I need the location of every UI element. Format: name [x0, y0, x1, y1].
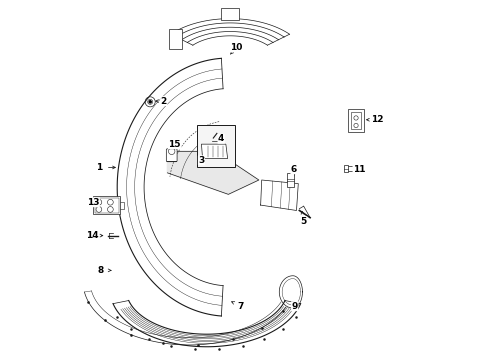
- Text: 15: 15: [168, 140, 181, 149]
- Polygon shape: [260, 180, 298, 211]
- Text: 7: 7: [237, 302, 244, 311]
- Polygon shape: [84, 291, 293, 345]
- Polygon shape: [117, 58, 223, 316]
- FancyBboxPatch shape: [197, 125, 234, 167]
- FancyBboxPatch shape: [350, 112, 361, 130]
- FancyBboxPatch shape: [120, 202, 123, 209]
- Text: 6: 6: [290, 165, 297, 174]
- FancyBboxPatch shape: [93, 196, 120, 214]
- Polygon shape: [170, 19, 289, 45]
- Text: 8: 8: [98, 266, 104, 275]
- Text: 1: 1: [96, 163, 102, 172]
- FancyBboxPatch shape: [94, 198, 119, 213]
- Polygon shape: [167, 151, 258, 194]
- FancyBboxPatch shape: [344, 165, 347, 172]
- Text: 4: 4: [218, 134, 224, 143]
- Text: 9: 9: [291, 302, 297, 311]
- Text: 5: 5: [300, 217, 306, 226]
- Polygon shape: [279, 276, 302, 308]
- FancyBboxPatch shape: [348, 109, 363, 132]
- FancyBboxPatch shape: [221, 8, 239, 21]
- Circle shape: [149, 101, 151, 103]
- Text: 3: 3: [198, 156, 204, 165]
- Text: 14: 14: [85, 231, 98, 240]
- Polygon shape: [113, 301, 300, 347]
- Text: 12: 12: [370, 115, 383, 124]
- FancyBboxPatch shape: [346, 166, 354, 171]
- FancyBboxPatch shape: [166, 149, 177, 162]
- Text: 2: 2: [161, 96, 166, 105]
- FancyBboxPatch shape: [169, 29, 181, 49]
- Text: 10: 10: [230, 43, 243, 52]
- Text: 13: 13: [87, 198, 99, 207]
- Polygon shape: [201, 144, 227, 158]
- FancyBboxPatch shape: [286, 173, 293, 187]
- Text: 11: 11: [352, 165, 365, 174]
